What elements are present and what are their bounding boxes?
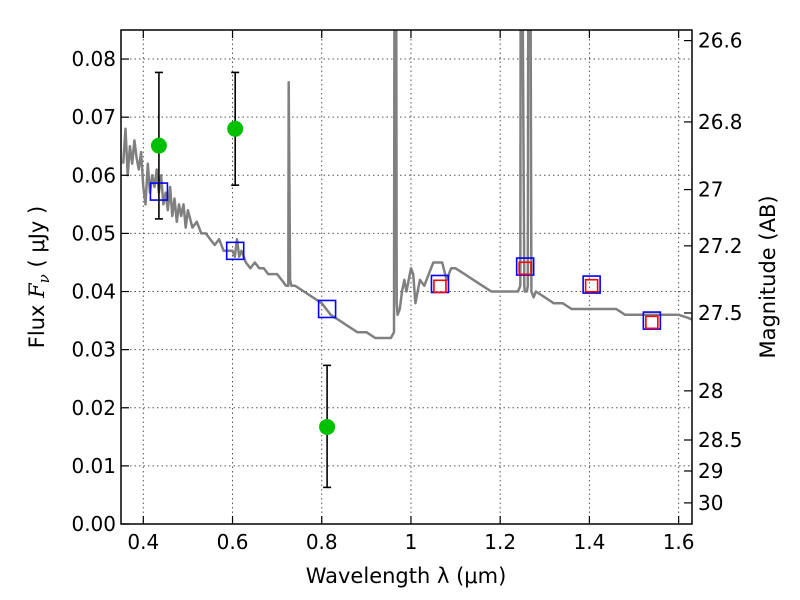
red-square-marker <box>645 315 659 330</box>
model-square-marker <box>225 241 245 261</box>
y-tick-label: 0.05 <box>71 221 116 245</box>
y-tick-label: 0.07 <box>71 105 116 129</box>
red-square-marker <box>518 261 532 276</box>
x-axis-label: Wavelength λ (μm) <box>306 564 507 588</box>
y-tick-label: 0.01 <box>71 454 116 478</box>
plot-frame <box>120 29 693 525</box>
x-tick-label: 1.2 <box>484 530 516 554</box>
measurement-point <box>319 418 336 435</box>
y-axis-label-unit: ( μJy ) <box>25 206 49 274</box>
x-tick-label: 1.4 <box>573 530 605 554</box>
x-tick-label: 0.6 <box>217 530 249 554</box>
y2-tick-label: 29 <box>698 459 723 483</box>
y2-tick-label: 27.5 <box>698 301 743 325</box>
y2-tick-label: 28.5 <box>698 428 743 452</box>
y-axis-label-prefix: Flux <box>25 298 49 348</box>
x-tick-label: 1 <box>405 530 418 554</box>
measurement-point <box>227 120 244 137</box>
y-tick-label: 0.02 <box>71 396 116 420</box>
y2-tick-label: 28 <box>698 379 723 403</box>
y2-tick-label: 30 <box>698 491 723 515</box>
x-tick-label: 0.4 <box>127 530 159 554</box>
data-layer <box>121 30 692 340</box>
y2-tick-label: 27.2 <box>698 234 743 258</box>
y-axis-label-symbol: F <box>25 282 49 299</box>
y2-tick-label: 27 <box>698 178 723 202</box>
plot-area <box>121 30 692 524</box>
model-square-marker <box>317 299 337 319</box>
red-square-marker <box>584 278 599 293</box>
marker-layer <box>149 71 662 489</box>
x-tick-label: 0.8 <box>306 530 338 554</box>
spectrum-line <box>121 30 692 340</box>
y-tick-label: 0.03 <box>71 338 116 362</box>
y2-axis-label: Magnitude (AB) <box>756 195 780 358</box>
y-tick-label: 0.04 <box>71 280 116 304</box>
model-square-marker <box>582 275 601 294</box>
y-axis-label-subscript: ν <box>35 274 53 283</box>
red-square-marker <box>433 279 447 294</box>
y2-tick-label: 26.8 <box>698 110 743 134</box>
x-tick-label: 1.6 <box>663 530 695 554</box>
measurement-point <box>150 137 167 154</box>
ticks: 0.4 0.6 0.8 1 1.2 1.4 1.6 0.00 0.01 0.02 0.03 0.04 0… <box>71 29 742 554</box>
y-axis-label: Flux Fν ( μJy ) <box>25 206 53 348</box>
y-tick-label: 0.08 <box>71 47 116 71</box>
y-tick-label: 0.00 <box>71 512 116 536</box>
y2-tick-label: 26.6 <box>698 29 743 53</box>
y-tick-label: 0.06 <box>71 163 116 187</box>
